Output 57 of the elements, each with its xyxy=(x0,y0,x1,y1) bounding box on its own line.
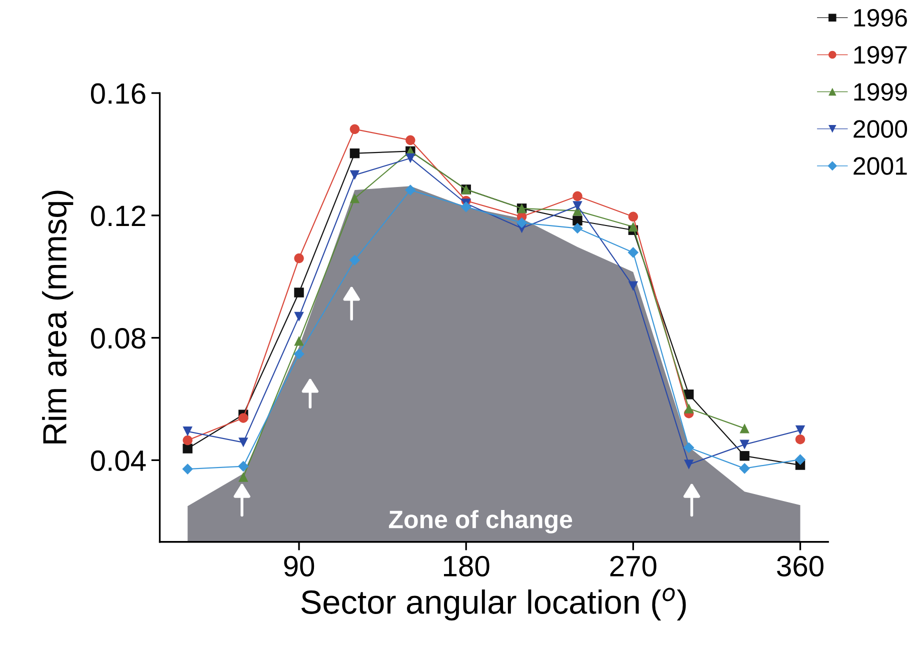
point xyxy=(572,201,582,211)
point xyxy=(182,435,192,446)
point xyxy=(684,404,694,414)
point xyxy=(739,463,750,474)
legend-label: 1996 xyxy=(854,8,907,27)
point xyxy=(516,217,528,228)
point xyxy=(740,451,750,461)
point xyxy=(404,184,416,196)
point xyxy=(740,424,750,434)
legend-label: 1997 xyxy=(854,46,907,64)
point xyxy=(795,425,806,436)
y-tick-label: 0.04 xyxy=(90,450,146,472)
point xyxy=(794,454,806,465)
y-tick-label: 0.12 xyxy=(90,206,146,226)
point xyxy=(294,288,304,298)
point xyxy=(795,434,806,444)
point xyxy=(238,472,248,482)
legend-label: 2001 xyxy=(854,157,907,175)
point xyxy=(350,170,360,180)
point xyxy=(684,460,694,470)
point xyxy=(294,348,304,360)
legend-label: 2000 xyxy=(854,120,908,138)
point xyxy=(182,444,192,454)
x-axis-title: Sector angular location ($^{o}$) xyxy=(301,588,686,621)
point xyxy=(238,438,248,448)
y-tick-label: 0.16 xyxy=(90,83,146,104)
legend-label: 1999 xyxy=(854,83,907,101)
point xyxy=(406,153,416,164)
point xyxy=(349,254,360,266)
x-tick-label: 90 xyxy=(284,556,314,576)
y-axis-title: Rim area (mmsq) xyxy=(42,190,74,444)
point xyxy=(628,247,639,258)
point xyxy=(350,124,360,134)
x-tick-label: 360 xyxy=(777,556,824,576)
point xyxy=(294,253,304,264)
point xyxy=(628,212,638,222)
x-tick-label: 270 xyxy=(610,556,656,576)
annotation: Zone of change xyxy=(388,510,572,534)
point xyxy=(572,191,582,202)
point xyxy=(628,222,638,232)
point xyxy=(350,193,360,204)
point xyxy=(683,442,694,454)
point xyxy=(294,312,304,322)
point xyxy=(238,460,249,472)
point xyxy=(740,440,750,450)
point xyxy=(238,413,248,423)
point xyxy=(350,148,360,158)
point xyxy=(460,201,472,212)
point xyxy=(406,135,416,146)
point xyxy=(182,426,192,436)
point xyxy=(572,216,582,226)
point xyxy=(572,222,583,234)
point xyxy=(182,464,194,474)
point xyxy=(628,281,638,291)
point xyxy=(294,336,304,346)
x-tick-label: 180 xyxy=(444,556,490,576)
y-tick-label: 0.08 xyxy=(90,328,146,349)
